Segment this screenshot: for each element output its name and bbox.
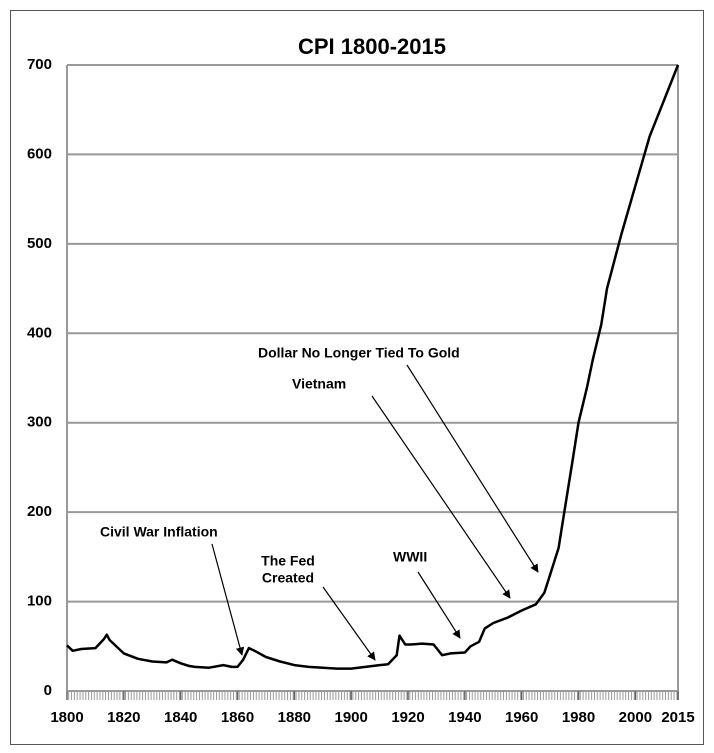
chart-title: CPI 1800-2015 — [298, 34, 446, 59]
annotation-arrow — [211, 543, 245, 656]
x-tick-label: 1820 — [107, 709, 140, 726]
annotation: WWII — [393, 549, 427, 565]
annotation-arrow — [322, 586, 376, 661]
annotation: The Fed — [261, 553, 315, 569]
y-tick-label: 200 — [27, 503, 52, 520]
y-tick-label: 100 — [27, 593, 52, 610]
annotation: Created — [262, 570, 314, 586]
y-tick-label: 0 — [44, 682, 52, 699]
x-tick-label: 1840 — [164, 709, 197, 726]
cpi-line — [66, 64, 680, 670]
x-tick-label: 1940 — [448, 709, 481, 726]
y-tick-label: 500 — [27, 235, 52, 252]
annotation: Civil War Inflation — [100, 524, 218, 540]
x-tick-label: 1800 — [50, 709, 83, 726]
y-tick-label: 300 — [27, 414, 52, 431]
x-tick-label: 1960 — [505, 709, 538, 726]
y-tick-label: 600 — [27, 145, 52, 162]
y-tick-label: 700 — [27, 56, 52, 73]
y-tick-label: 400 — [27, 324, 52, 341]
annotation-arrow — [406, 364, 539, 573]
x-tick-label: 1920 — [391, 709, 424, 726]
x-tick-label: 1880 — [278, 709, 311, 726]
annotation: Vietnam — [292, 376, 346, 392]
annotation-arrow — [371, 395, 511, 599]
frame — [10, 10, 704, 745]
x-tick-label: 2015 — [661, 709, 694, 726]
x-tick-label: 1860 — [221, 709, 254, 726]
x-tick-label: 2000 — [619, 709, 652, 726]
annotation-arrow — [417, 571, 461, 639]
x-tick-label: 1980 — [562, 709, 595, 726]
minor-ticks — [67, 691, 678, 700]
x-tick-label: 1900 — [334, 709, 367, 726]
annotation: Dollar No Longer Tied To Gold — [258, 345, 460, 361]
